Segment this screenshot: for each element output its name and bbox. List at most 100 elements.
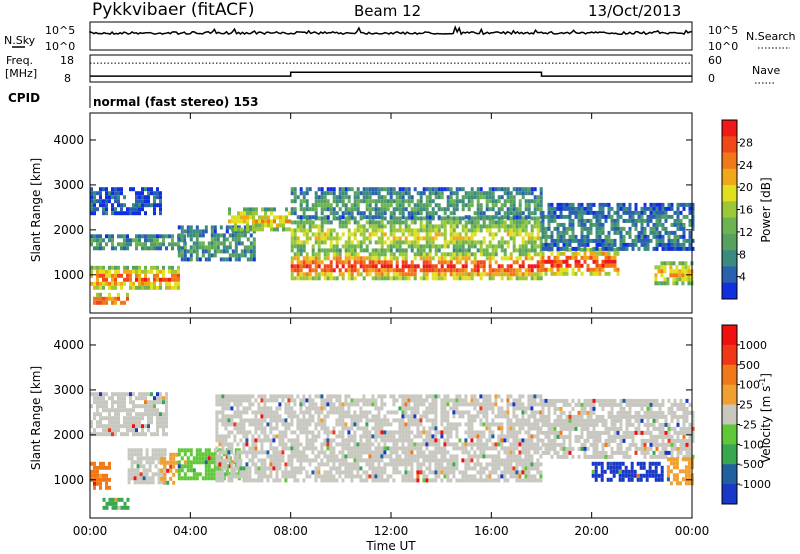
echo-cell [163, 452, 167, 457]
echo-cell [120, 300, 123, 305]
echo-cell [245, 454, 249, 459]
echo-cell [105, 234, 108, 239]
echo-cell [139, 480, 143, 485]
echo-cell [105, 416, 108, 421]
echo-cell [503, 268, 507, 273]
echo-cell [401, 438, 405, 443]
echo-cell [539, 195, 543, 200]
echo-cell [640, 238, 644, 243]
echo-cell [377, 446, 381, 451]
echo-cell [374, 248, 378, 253]
echo-cell [219, 257, 223, 262]
echo-cell [147, 416, 150, 421]
echo-cell [383, 252, 387, 257]
echo-cell [359, 438, 363, 443]
echo-cell [314, 256, 318, 261]
echo-cell [467, 450, 471, 455]
echo-cell [195, 233, 199, 238]
echo-cell [102, 473, 105, 478]
echo-cell [512, 240, 516, 245]
echo-cell [410, 268, 414, 273]
echo-cell [619, 242, 623, 247]
echo-cell [598, 263, 602, 268]
echo-cell [437, 187, 441, 192]
echo-cell [589, 222, 593, 227]
echo-cell [592, 251, 596, 256]
echo-cell [359, 244, 363, 249]
echo-cell [332, 478, 336, 483]
echo-cell [386, 260, 390, 265]
echo-cell [311, 450, 315, 455]
echo-cell [272, 394, 276, 399]
echo-cell [464, 470, 468, 475]
echo-cell [482, 211, 486, 216]
echo-cell [583, 206, 587, 211]
echo-cell [138, 277, 141, 282]
echo-cell [616, 251, 620, 256]
echo-cell [416, 402, 420, 407]
echo-cell [449, 442, 453, 447]
echo-cell [317, 474, 321, 479]
echo-cell [410, 442, 414, 447]
echo-cell [338, 215, 342, 220]
echo-cell [428, 402, 432, 407]
echo-cell [673, 234, 677, 239]
echo-cell [296, 454, 300, 459]
echo-cell [293, 402, 297, 407]
echo-cell [201, 452, 205, 457]
echo-cell [613, 259, 617, 264]
echo-cell [485, 462, 489, 467]
echo-cell [374, 450, 378, 455]
echo-cell [392, 268, 396, 273]
echo-cell [198, 257, 202, 262]
echo-cell [242, 406, 246, 411]
echo-cell [362, 398, 366, 403]
echo-cell [458, 398, 462, 403]
echo-cell [610, 238, 614, 243]
echo-cell [90, 195, 93, 200]
echo-cell [449, 252, 453, 257]
echo-cell [515, 454, 519, 459]
echo-cell [509, 207, 513, 212]
echo-cell [314, 434, 318, 439]
echo-cell [320, 458, 324, 463]
echo-cell [257, 422, 261, 427]
echo-cell [553, 259, 557, 264]
echo-cell [90, 207, 93, 212]
echo-cell [362, 414, 366, 419]
echo-cell [225, 229, 229, 234]
echo-cell [515, 438, 519, 443]
echo-cell [96, 396, 99, 401]
echo-cell [96, 242, 99, 247]
echo-cell [234, 237, 238, 242]
echo-cell [347, 252, 351, 257]
echo-cell [204, 452, 208, 457]
echo-cell [198, 472, 202, 477]
echo-cell [237, 253, 241, 258]
echo-cell [547, 222, 551, 227]
echo-cell [293, 450, 297, 455]
echo-cell [365, 410, 369, 415]
echo-cell [539, 215, 543, 220]
echo-cell [613, 251, 617, 256]
echo-cell [518, 203, 522, 208]
echo-cell [619, 230, 623, 235]
echo-cell [413, 220, 417, 225]
nsky-label: N.Sky [4, 34, 36, 47]
echo-cell [362, 232, 366, 237]
echo-cell [163, 476, 167, 481]
echo-cell [530, 474, 534, 479]
echo-cell [296, 438, 300, 443]
echo-cell [562, 271, 566, 276]
echo-cell [681, 261, 685, 266]
echo-cell [386, 418, 390, 423]
echo-cell [96, 404, 99, 409]
echo-cell [622, 206, 626, 211]
echo-cell [643, 238, 647, 243]
echo-cell [353, 474, 357, 479]
echo-cell [452, 414, 456, 419]
echo-cell [604, 246, 608, 251]
echo-cell [628, 242, 632, 247]
echo-cell [133, 476, 137, 481]
echo-cell [544, 234, 548, 239]
